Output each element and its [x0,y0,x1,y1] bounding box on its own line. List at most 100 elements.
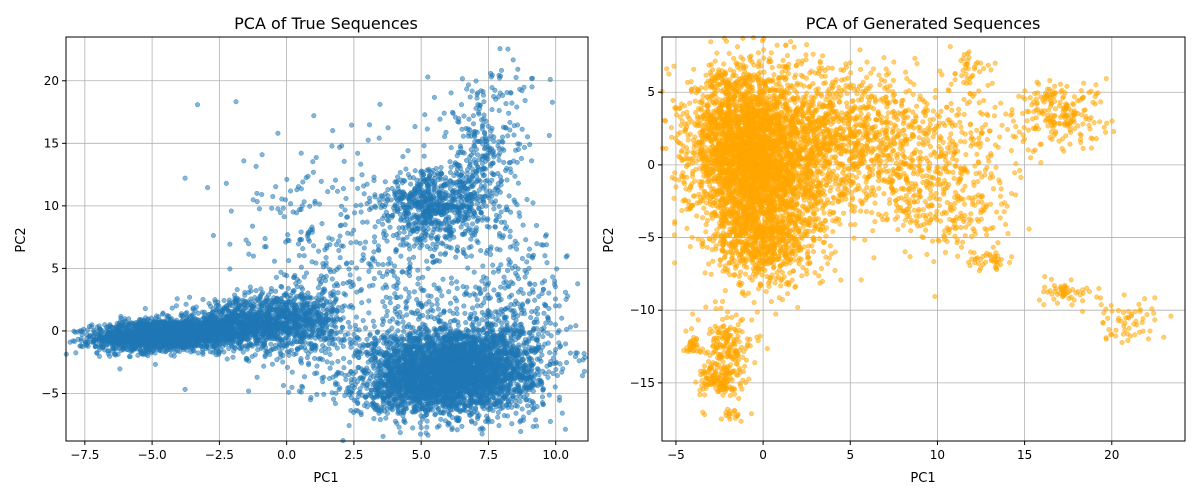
scatter-point [324,312,329,317]
scatter-point [184,302,189,307]
scatter-point [129,328,134,333]
scatter-point [166,339,171,344]
scatter-point [183,311,188,316]
scatter-point [336,359,341,364]
scatter-point [292,318,297,323]
scatter-point [107,354,112,359]
scatter-point [328,352,333,357]
scatter-point [101,344,106,349]
scatter-point [194,305,199,310]
scatter-point [173,350,178,355]
scatter-point [213,333,218,338]
scatter-point [290,370,295,375]
scatter-point [174,304,179,309]
scatter-point [306,361,311,366]
scatter-point [114,347,119,352]
chart-title: PCA of True Sequences [234,14,418,33]
scatter-point [222,350,227,355]
scatter-point [225,341,230,346]
scatter-point [93,344,98,349]
scatter-point [240,337,245,342]
scatter-point [125,328,130,333]
scatter-point [463,311,468,316]
scatter-point [212,344,217,349]
scatter-point [271,347,276,352]
scatter-point [325,360,330,365]
scatter-point [80,330,85,335]
scatter-point [160,344,165,349]
scatter-point [143,316,148,321]
scatter-point [220,331,225,336]
scatter-point [121,339,126,344]
scatter-point [300,317,305,322]
scatter-point [202,310,207,315]
scatter-point [174,326,179,331]
scatter-point [219,311,224,316]
scatter-point [193,316,198,321]
scatter-point [144,324,149,329]
scatter-point [119,314,124,319]
scatter-point [139,333,144,338]
scatter-point [190,326,195,331]
scatter-point [175,297,180,302]
scatter-point [329,323,334,328]
scatter-point [177,349,182,354]
scatter-point [149,331,154,336]
scatter-point [116,352,121,357]
scatter-point [226,334,231,339]
scatter-point [138,347,143,352]
scatter-point [348,325,353,330]
scatter-point [170,331,175,336]
scatter-point [518,429,523,434]
scatter-point [491,408,496,413]
scatter-point [316,304,321,309]
scatter-point [207,301,212,306]
scatter-point [354,315,359,320]
scatter-point [201,315,206,320]
scatter-point [150,337,155,342]
scatter-point [342,337,347,342]
scatter-point [307,296,312,301]
scatter-point [106,332,111,337]
scatter-point [159,320,164,325]
scatter-point [298,345,303,350]
scatter-point [196,351,201,356]
scatter-point [448,301,453,306]
scatter-point [97,354,102,359]
scatter-point [347,360,352,365]
scatter-point [258,297,263,302]
scatter-point [296,314,301,319]
scatter-point [276,301,281,306]
scatter-point [287,304,292,309]
scatter-point [419,425,424,430]
scatter-point [302,374,307,379]
scatter-point [221,323,226,328]
scatter-point [269,322,274,327]
scatter-point [127,354,132,359]
scatter-point [120,320,125,325]
scatter-point [156,315,161,320]
scatter-point [290,342,295,347]
chart-true-sequences: PCA of True Sequences PC1 PC2 −7.5−5.0−2… [14,14,588,486]
scatter-point [187,295,192,300]
scatter-point [187,315,192,320]
scatter-point [259,292,264,297]
scatter-point [431,309,436,314]
scatter-point [106,324,111,329]
scatter-point [207,335,212,340]
x-axis-label: PC1 [313,471,338,486]
scatter-point [164,331,169,336]
scatter-point [121,331,126,336]
scatter-point [206,345,211,350]
scatter-point [159,340,164,345]
scatter-point [222,306,227,311]
scatter-point [273,289,278,294]
scatter-point [185,348,190,353]
scatter-point [323,346,328,351]
scatter-point [279,321,284,326]
scatter-point [286,286,291,291]
scatter-point [79,336,84,341]
scatter-point [130,349,135,354]
scatter-point [308,317,313,322]
scatter-point [251,303,256,308]
